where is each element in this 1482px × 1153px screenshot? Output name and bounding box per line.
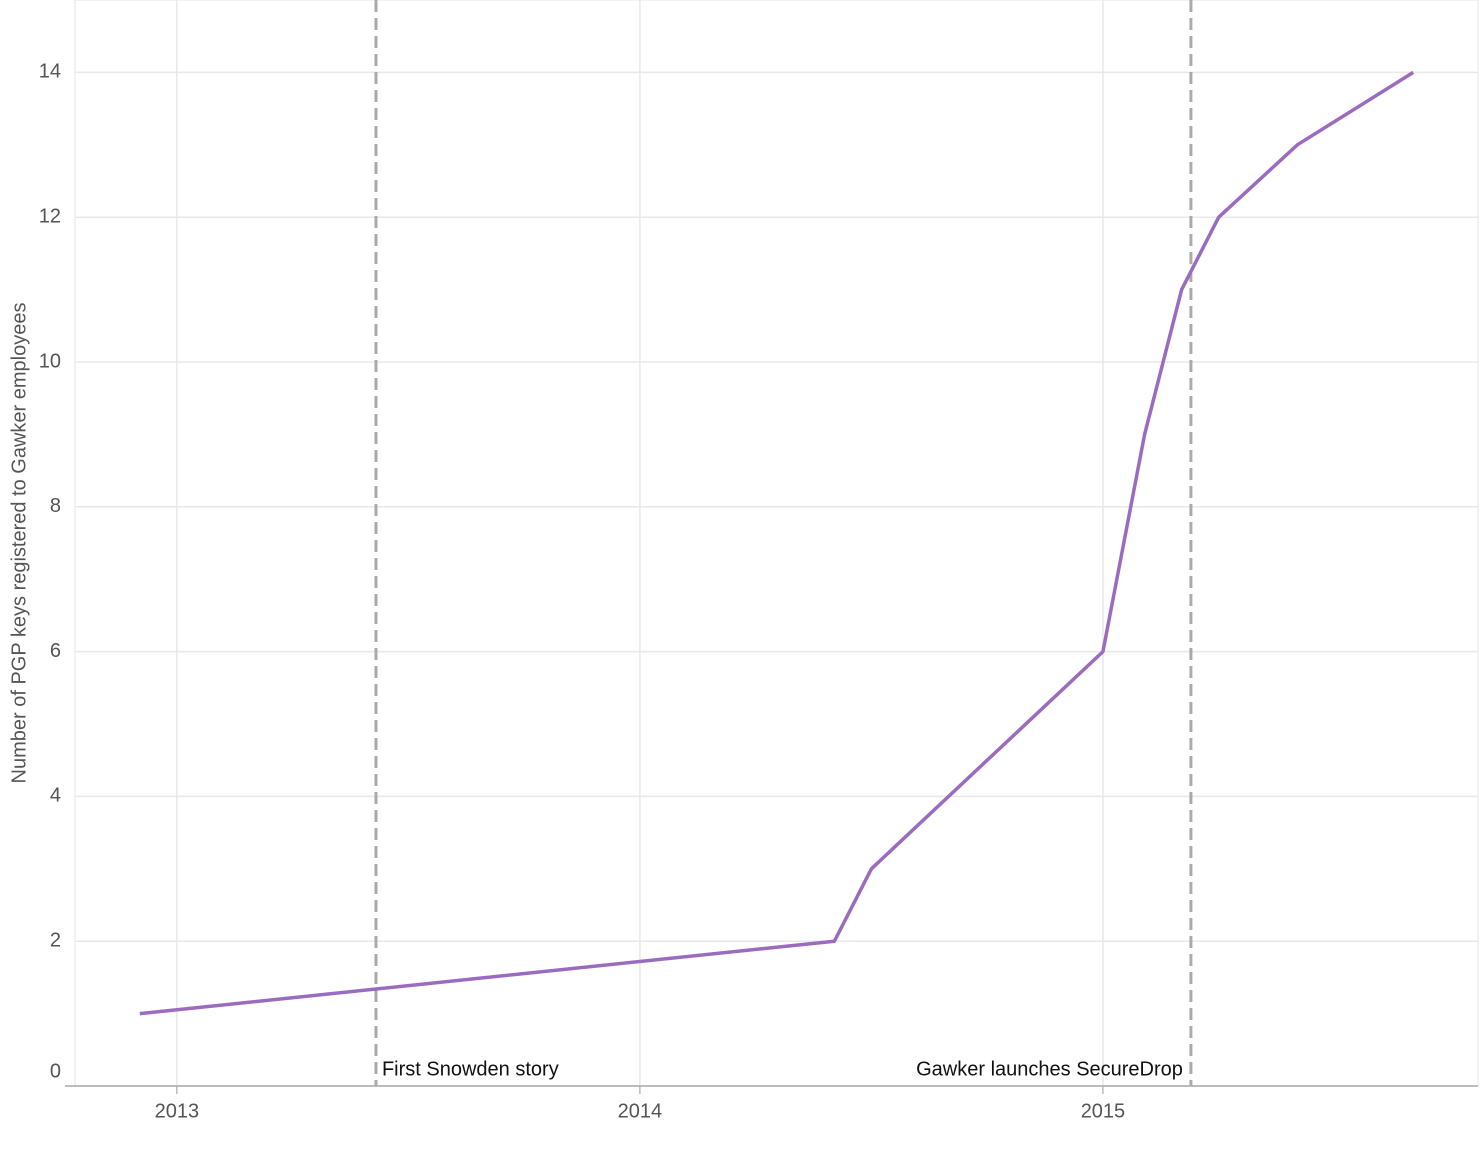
y-tick-label: 4 [50,785,61,807]
y-tick-label: 6 [50,640,61,662]
plot-frame [74,0,1479,1087]
y-tick-label: 8 [50,495,61,517]
y-axis-label: Number of PGP keys registered to Gawker … [8,303,30,784]
y-tick-label: 10 [39,350,61,372]
data-line [139,70,1415,1016]
annotation: Gawker launches SecureDrop [916,1058,1183,1080]
y-tick-label: 12 [39,205,61,227]
x-tick-label: 2014 [618,1100,663,1122]
y-tick-label: 14 [39,61,61,83]
x-tick-label: 2015 [1081,1100,1126,1122]
y-tick-label: 0 [50,1060,61,1082]
y-tick-label: 2 [50,929,61,951]
x-tick-label: 2013 [155,1100,200,1122]
annotation: First Snowden story [382,1058,559,1080]
